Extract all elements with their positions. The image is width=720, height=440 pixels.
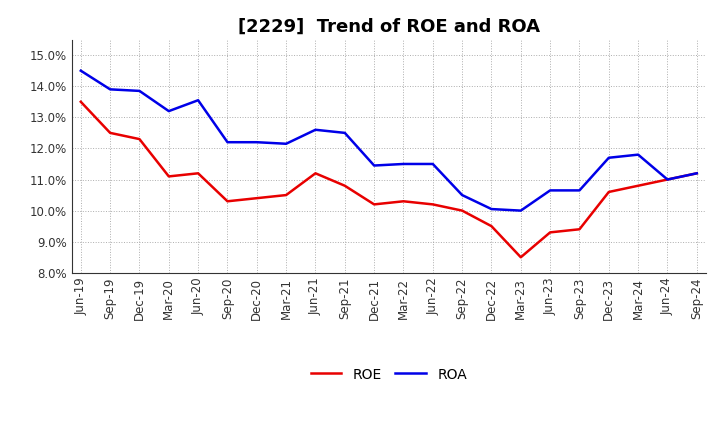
ROE [282, 192, 290, 198]
ROA [487, 206, 496, 212]
ROA [341, 130, 349, 136]
ROE [76, 99, 85, 104]
ROE [370, 202, 379, 207]
ROA [428, 161, 437, 167]
ROA [693, 171, 701, 176]
ROA [399, 161, 408, 167]
ROA [663, 177, 672, 182]
ROA [223, 139, 232, 145]
ROE [605, 189, 613, 194]
ROA [194, 98, 202, 103]
ROE [399, 198, 408, 204]
ROE [693, 171, 701, 176]
ROA [605, 155, 613, 161]
ROE [253, 195, 261, 201]
ROA [282, 141, 290, 147]
ROA [106, 87, 114, 92]
ROE [341, 183, 349, 188]
ROE [223, 198, 232, 204]
ROE [311, 171, 320, 176]
ROA [546, 188, 554, 193]
ROA [575, 188, 584, 193]
ROE [634, 183, 642, 188]
ROA [370, 163, 379, 168]
ROA [311, 127, 320, 132]
Title: [2229]  Trend of ROE and ROA: [2229] Trend of ROE and ROA [238, 17, 540, 35]
ROA [135, 88, 144, 94]
ROA [516, 208, 525, 213]
ROE [135, 136, 144, 142]
ROE [194, 171, 202, 176]
ROE [458, 208, 467, 213]
ROA [76, 68, 85, 73]
ROE [106, 130, 114, 136]
ROA [458, 192, 467, 198]
Line: ROA: ROA [81, 71, 697, 211]
Legend: ROE, ROA: ROE, ROA [305, 362, 472, 387]
ROE [546, 230, 554, 235]
ROA [253, 139, 261, 145]
ROE [428, 202, 437, 207]
ROE [164, 174, 173, 179]
ROE [487, 224, 496, 229]
ROE [575, 227, 584, 232]
Line: ROE: ROE [81, 102, 697, 257]
ROE [663, 177, 672, 182]
ROE [516, 255, 525, 260]
ROA [634, 152, 642, 157]
ROA [164, 109, 173, 114]
